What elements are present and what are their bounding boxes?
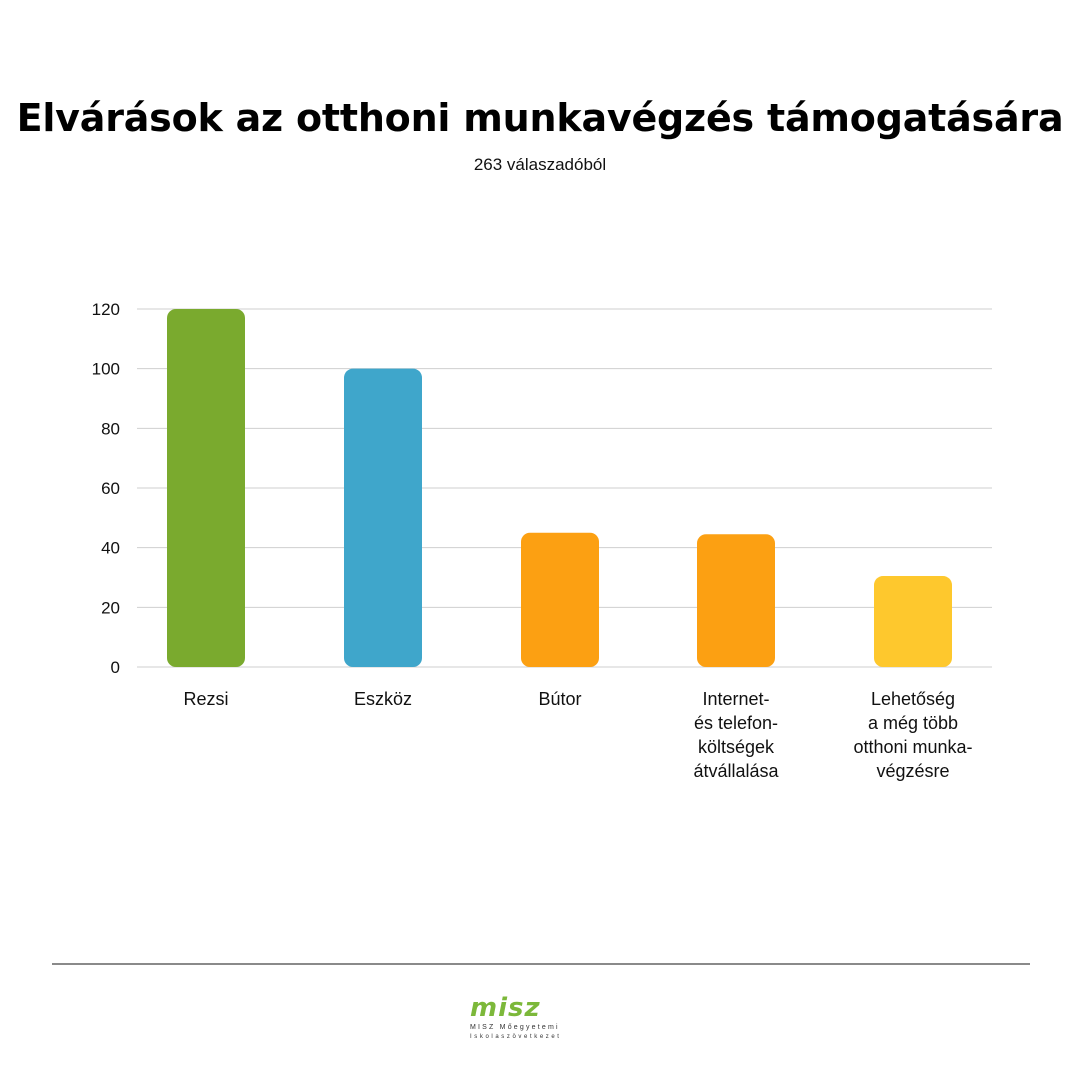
chart-subtitle: 263 válaszadóból: [473, 155, 607, 174]
y-tick-label: 80: [101, 419, 120, 438]
x-tick-label: Eszköz: [354, 689, 412, 709]
chart-title: Elvárások az otthoni munkavégzés támogat…: [16, 96, 1064, 140]
x-tick-label: Bútor: [538, 689, 581, 709]
y-tick-label: 40: [101, 539, 120, 558]
y-tick-label: 20: [101, 598, 120, 617]
bar: [874, 576, 952, 667]
bar-chart: 0 20 40 60 80 100 120 Rezsi Eszköz Bútor Internet-…: [92, 300, 992, 781]
bar: [521, 532, 599, 667]
bar: [697, 534, 775, 667]
footer-divider: [52, 963, 1030, 965]
x-tick-label: Internet-és telefon-költségek átvállalása: [693, 689, 779, 781]
y-tick-label: 60: [101, 479, 120, 498]
logo-text-line2: Iskolaszövetkezet: [470, 1034, 562, 1040]
logo-mark: misz: [470, 993, 541, 1023]
x-tick-label: Lehetőség a még több otthoni munka-végzésr…: [853, 689, 972, 781]
logo-text-line1: MISZ Mőegyetemi: [470, 1024, 560, 1031]
y-tick-label: 100: [92, 360, 120, 379]
misz-logo: misz MISZ Mőegyetemi Iskolaszövetkezet: [470, 995, 620, 1050]
bar: [167, 309, 245, 667]
y-tick-label: 0: [111, 658, 120, 677]
bar: [344, 368, 422, 667]
x-tick-label: Rezsi: [183, 689, 228, 709]
y-tick-label: 120: [92, 300, 120, 319]
